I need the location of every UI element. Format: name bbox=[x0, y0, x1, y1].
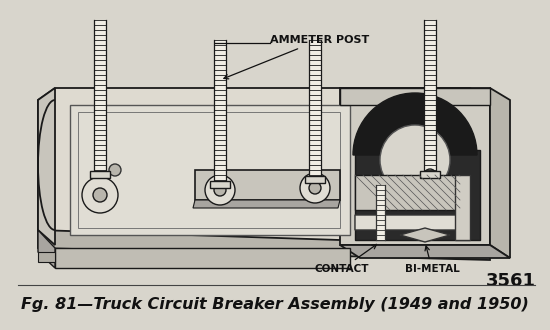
Circle shape bbox=[109, 164, 121, 176]
Bar bbox=[305, 176, 325, 182]
Circle shape bbox=[415, 160, 445, 190]
Polygon shape bbox=[340, 88, 490, 105]
Bar bbox=[38, 252, 55, 262]
Circle shape bbox=[214, 184, 226, 196]
Bar bbox=[94, 20, 106, 170]
Bar bbox=[420, 171, 440, 178]
Wedge shape bbox=[353, 93, 477, 155]
Bar bbox=[214, 40, 226, 180]
Polygon shape bbox=[195, 170, 340, 200]
Bar bbox=[376, 185, 384, 240]
Text: BI-METAL: BI-METAL bbox=[405, 246, 459, 274]
Polygon shape bbox=[38, 88, 55, 245]
Polygon shape bbox=[490, 88, 510, 258]
Polygon shape bbox=[55, 248, 350, 268]
Polygon shape bbox=[400, 228, 450, 242]
Text: CONTACT: CONTACT bbox=[315, 245, 377, 274]
Circle shape bbox=[309, 182, 321, 194]
Circle shape bbox=[424, 169, 436, 181]
Polygon shape bbox=[355, 215, 468, 230]
Circle shape bbox=[300, 173, 330, 203]
Polygon shape bbox=[38, 230, 55, 268]
Text: 3561: 3561 bbox=[486, 272, 536, 290]
Circle shape bbox=[205, 175, 235, 205]
Bar bbox=[210, 181, 230, 187]
Polygon shape bbox=[355, 175, 460, 210]
Polygon shape bbox=[70, 105, 350, 235]
Text: Fg. 81—Truck Circuit Breaker Assembly (1949 and 1950): Fg. 81—Truck Circuit Breaker Assembly (1… bbox=[21, 298, 529, 313]
Bar bbox=[455, 175, 470, 240]
Circle shape bbox=[380, 125, 450, 195]
Bar bbox=[309, 40, 321, 175]
Text: AMMETER POST: AMMETER POST bbox=[224, 35, 369, 79]
Polygon shape bbox=[38, 88, 490, 245]
Circle shape bbox=[93, 188, 107, 202]
Polygon shape bbox=[355, 150, 480, 240]
Polygon shape bbox=[193, 200, 340, 208]
Polygon shape bbox=[340, 245, 510, 258]
Polygon shape bbox=[38, 230, 490, 260]
Polygon shape bbox=[340, 88, 490, 245]
Bar bbox=[424, 20, 436, 170]
Bar bbox=[90, 171, 110, 178]
Circle shape bbox=[82, 177, 118, 213]
